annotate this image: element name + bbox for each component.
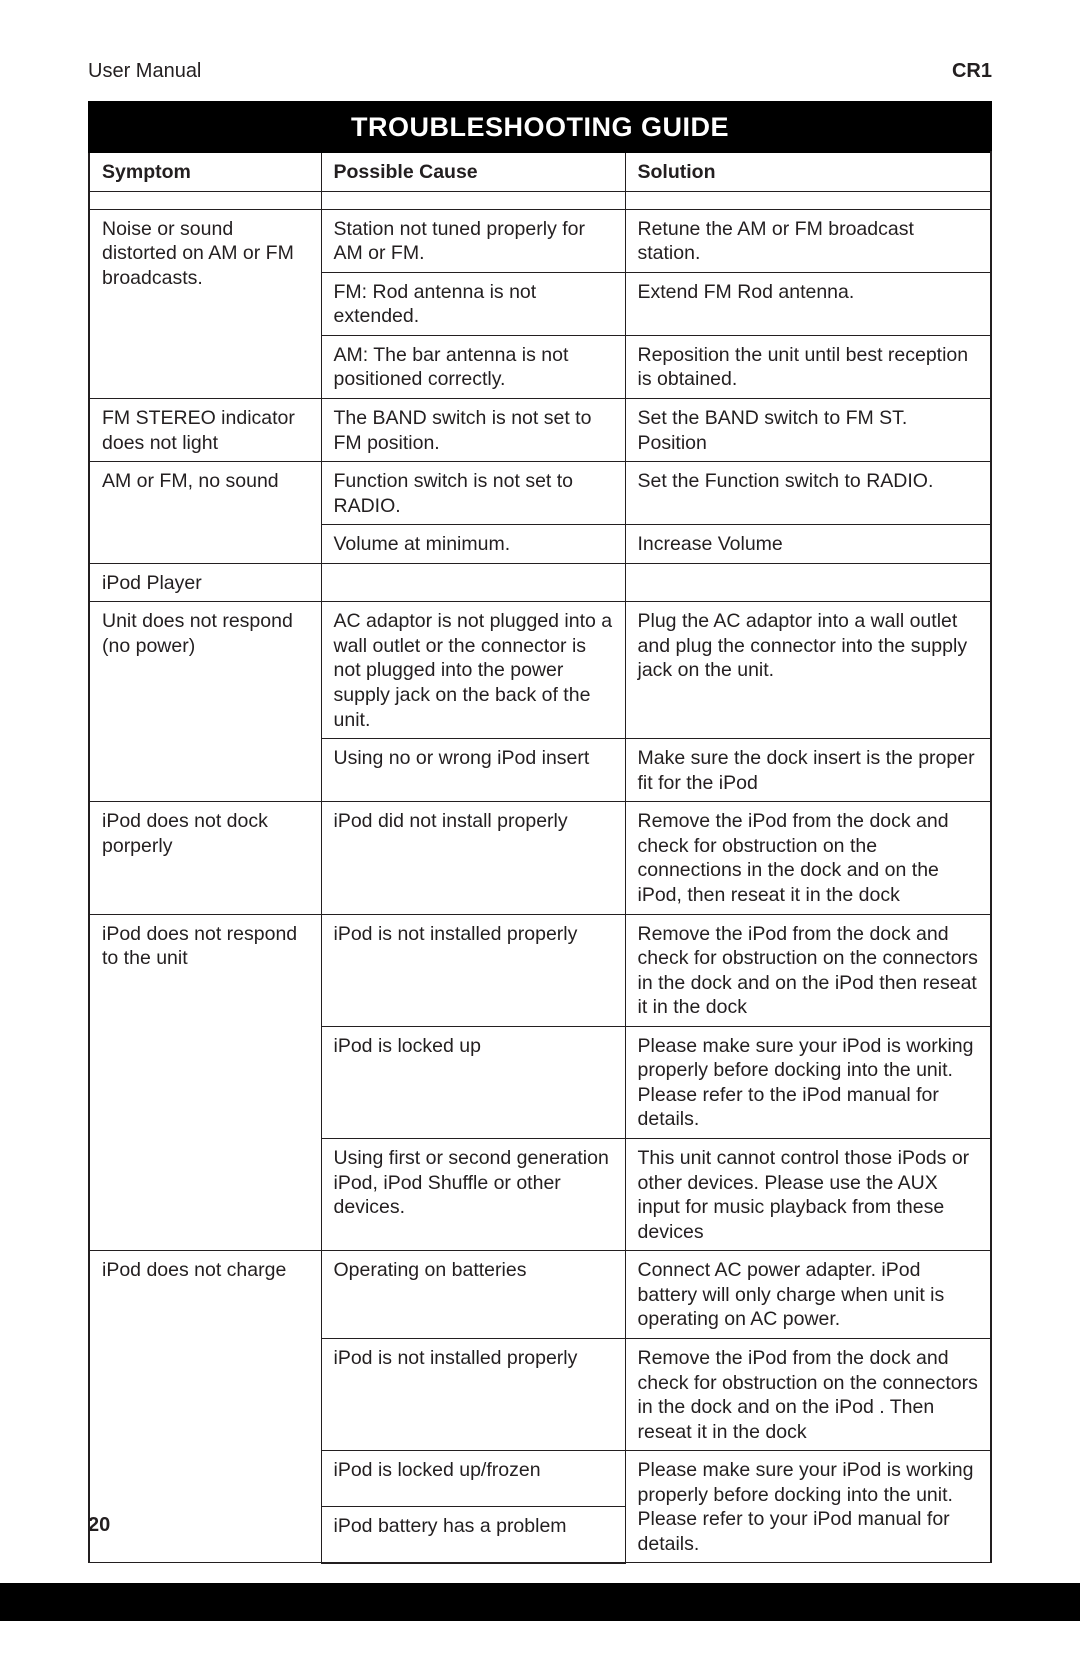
solution-cell: Connect AC power adapter. iPod battery w… [625, 1251, 991, 1339]
empty-cell [321, 191, 625, 209]
empty-cell [321, 563, 625, 602]
cause-cell: iPod did not install properly [321, 802, 625, 914]
cause-cell: Operating on batteries [321, 1251, 625, 1339]
solution-cell: Retune the AM or FM broadcast station. [625, 209, 991, 272]
cause-cell: Using first or second generation iPod, i… [321, 1139, 625, 1251]
cause-cell: AM: The bar antenna is not positioned co… [321, 335, 625, 398]
solution-cell: Set the BAND switch to FM ST. Position [625, 398, 991, 461]
symptom-cell: Unit does not respond (no power) [89, 602, 321, 802]
table-row: Unit does not respond (no power) AC adap… [89, 602, 991, 739]
table-row: iPod does not dock porperly iPod did not… [89, 802, 991, 914]
manual-page: User Manual CR1 TROUBLESHOOTING GUIDE Sy… [0, 0, 1080, 1564]
table-row: FM STEREO indicator does not light The B… [89, 398, 991, 461]
solution-cell: Reposition the unit until best reception… [625, 335, 991, 398]
col-cause: Possible Cause [321, 152, 625, 191]
table-row: iPod does not respond to the unit iPod i… [89, 914, 991, 1026]
header-right: CR1 [952, 60, 992, 83]
table-header-row: Symptom Possible Cause Solution [89, 152, 991, 191]
solution-cell: Remove the iPod from the dock and check … [625, 802, 991, 914]
cause-cell: iPod is locked up [321, 1026, 625, 1138]
empty-cell [89, 191, 321, 209]
spacer-row [89, 191, 991, 209]
empty-cell [625, 563, 991, 602]
cause-cell: AC adaptor is not plugged into a wall ou… [321, 602, 625, 739]
solution-cell: Please make sure your iPod is working pr… [625, 1451, 991, 1563]
section-row: iPod Player [89, 563, 991, 602]
solution-cell: Make sure the dock insert is the proper … [625, 739, 991, 802]
solution-cell: Remove the iPod from the dock and check … [625, 914, 991, 1026]
table-row: iPod does not charge Operating on batter… [89, 1251, 991, 1339]
footer-bar [0, 1583, 1080, 1621]
solution-cell: Plug the AC adaptor into a wall outlet a… [625, 602, 991, 739]
solution-cell: Set the Function switch to RADIO. [625, 462, 991, 525]
page-header: User Manual CR1 [88, 60, 992, 83]
cause-cell: iPod is locked up/frozen [321, 1451, 625, 1507]
solution-cell: Extend FM Rod antenna. [625, 272, 991, 335]
table-row: AM or FM, no sound Function switch is no… [89, 462, 991, 525]
symptom-cell: iPod does not dock porperly [89, 802, 321, 914]
cause-cell: iPod is not installed properly [321, 914, 625, 1026]
solution-cell: Please make sure your iPod is working pr… [625, 1026, 991, 1138]
table-row: Noise or sound distorted on AM or FM bro… [89, 209, 991, 272]
section-title: TROUBLESHOOTING GUIDE [88, 101, 992, 151]
col-symptom: Symptom [89, 152, 321, 191]
header-left: User Manual [88, 60, 201, 83]
solution-cell: Remove the iPod from the dock and check … [625, 1338, 991, 1450]
cause-cell: The BAND switch is not set to FM positio… [321, 398, 625, 461]
cause-cell: iPod battery has a problem [321, 1506, 625, 1563]
symptom-cell: Noise or sound distorted on AM or FM bro… [89, 209, 321, 398]
solution-cell: Increase Volume [625, 525, 991, 564]
cause-cell: Using no or wrong iPod insert [321, 739, 625, 802]
section-label: iPod Player [89, 563, 321, 602]
cause-cell: FM: Rod antenna is not extended. [321, 272, 625, 335]
page-number: 20 [88, 1514, 110, 1537]
troubleshooting-table: Symptom Possible Cause Solution Noise or… [88, 151, 992, 1564]
symptom-cell: iPod does not respond to the unit [89, 914, 321, 1251]
cause-cell: iPod is not installed properly [321, 1338, 625, 1450]
cause-cell: Function switch is not set to RADIO. [321, 462, 625, 525]
col-solution: Solution [625, 152, 991, 191]
solution-cell: This unit cannot control those iPods or … [625, 1139, 991, 1251]
cause-cell: Station not tuned properly for AM or FM. [321, 209, 625, 272]
symptom-cell: FM STEREO indicator does not light [89, 398, 321, 461]
symptom-cell: AM or FM, no sound [89, 462, 321, 564]
cause-cell: Volume at minimum. [321, 525, 625, 564]
symptom-cell: iPod does not charge [89, 1251, 321, 1563]
empty-cell [625, 191, 991, 209]
